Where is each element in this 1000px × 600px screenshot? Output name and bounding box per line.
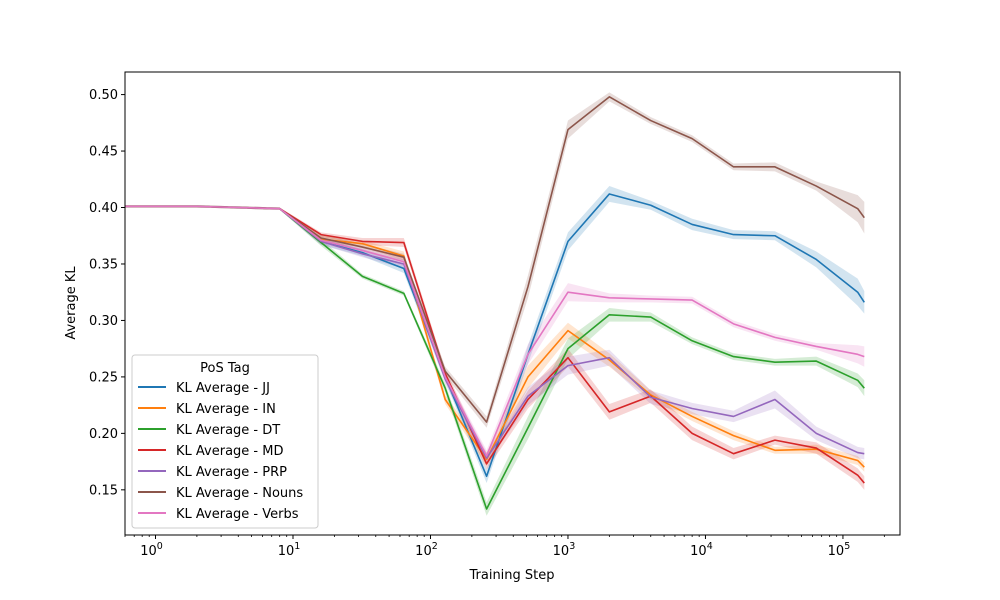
x-tick-exponent: 0 [157, 541, 163, 552]
y-tick-label: 0.15 [89, 483, 118, 498]
x-tick-label: 100 [140, 541, 163, 559]
x-tick-exponent: 2 [432, 541, 438, 552]
x-tick-label: 101 [278, 541, 301, 559]
x-axis-label: Training Step [468, 568, 554, 583]
y-axis-ticks: 0.15 0.20 0.25 0.30 0.35 0.40 0.45 0.50 [89, 88, 125, 498]
x-tick-base: 10 [278, 544, 295, 559]
x-tick-exponent: 4 [707, 541, 713, 552]
legend-label: KL Average - PRP [176, 465, 287, 480]
x-tick-label: 105 [828, 541, 851, 559]
series-lines [125, 96, 865, 510]
legend-label: KL Average - DT [176, 423, 280, 438]
y-tick-label: 0.50 [89, 88, 118, 103]
legend-label: KL Average - Nouns [176, 486, 303, 501]
x-tick-base: 10 [415, 544, 432, 559]
y-axis-label: Average KL [64, 266, 79, 340]
plot-frame [124, 71, 901, 536]
legend-label: KL Average - Verbs [176, 507, 299, 522]
y-tick-label: 0.25 [89, 370, 118, 385]
legend-label: KL Average - IN [176, 402, 276, 417]
x-tick-label: 103 [553, 541, 576, 559]
legend-title: PoS Tag [200, 361, 250, 376]
y-tick-label: 0.35 [89, 257, 118, 272]
y-tick-label: 0.30 [89, 314, 118, 329]
confidence-bands [125, 92, 865, 516]
x-tick-base: 10 [690, 544, 707, 559]
series-line-6 [125, 205, 865, 457]
x-tick-base: 10 [828, 544, 845, 559]
y-tick-label: 0.45 [89, 145, 118, 160]
series-band-4 [125, 205, 865, 464]
y-tick-label: 0.40 [89, 201, 118, 216]
x-axis-ticks: 100 101 102 103 104 105 [124, 535, 885, 559]
legend-label: KL Average - JJ [176, 381, 270, 396]
x-tick-exponent: 1 [294, 541, 300, 552]
x-tick-base: 10 [140, 544, 157, 559]
x-tick-label: 104 [690, 541, 713, 559]
x-tick-base: 10 [553, 544, 570, 559]
y-tick-label: 0.20 [89, 427, 118, 442]
legend-label: KL Average - MD [176, 444, 283, 459]
x-tick-exponent: 5 [844, 541, 850, 552]
x-tick-exponent: 3 [569, 541, 575, 552]
x-tick-label: 102 [415, 541, 438, 559]
series-band-3 [125, 205, 865, 490]
legend: PoS Tag KL Average - JJ KL Average - IN KL… [131, 354, 319, 529]
legend-box [131, 354, 319, 529]
